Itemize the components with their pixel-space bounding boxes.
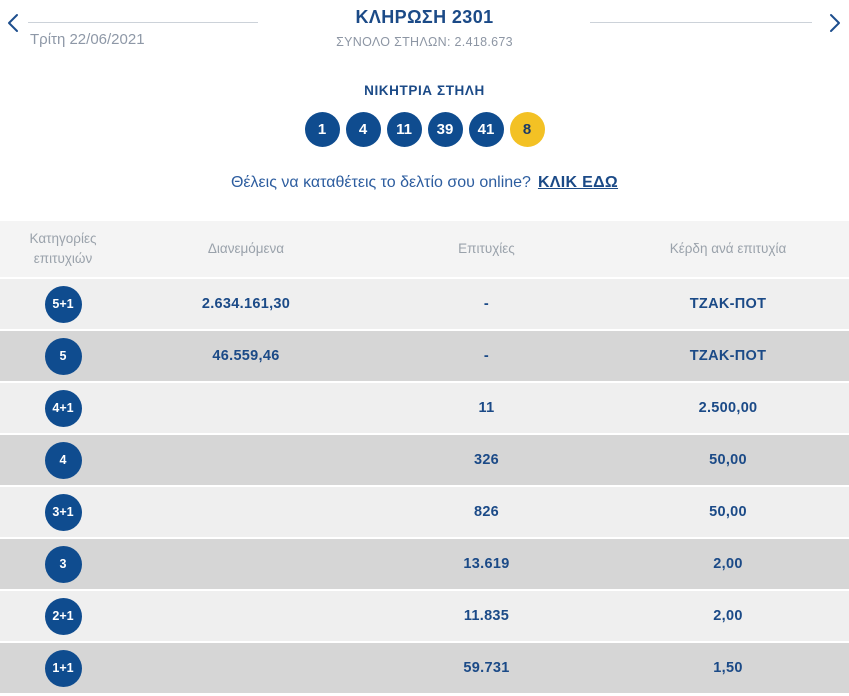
table-row: 4 326 50,00	[0, 435, 849, 485]
winnings-value: 2,00	[713, 608, 743, 624]
category-badge: 5	[44, 337, 82, 375]
hits-value: 59.731	[463, 660, 510, 676]
previous-draw-button[interactable]	[2, 13, 22, 35]
winning-column-title: ΝΙΚΗΤΡΙΑ ΣΤΗΛΗ	[364, 83, 485, 98]
winning-number-ball: 11	[386, 112, 422, 147]
hits-value: -	[483, 296, 490, 312]
total-columns-label: ΣΥΝΟΛΟ ΣΤΗΛΩΝ: 2.418.673	[336, 35, 513, 49]
winnings-value: ΤΖΑΚ-ΠΟΤ	[689, 296, 767, 312]
hits-value: 326	[473, 452, 500, 468]
winning-number-ball: 41	[468, 112, 504, 147]
joker-number-ball: 8	[509, 112, 545, 147]
column-header-hits: Επιτυχίες	[458, 241, 515, 257]
distributed-value: 2.634.161,30	[201, 296, 291, 312]
winnings-value: 2.500,00	[698, 400, 758, 416]
next-draw-button[interactable]	[825, 13, 845, 35]
winnings-value: ΤΖΑΚ-ΠΟΤ	[689, 348, 767, 364]
table-row: 1+1 59.731 1,50	[0, 643, 849, 693]
winning-number-ball: 39	[427, 112, 463, 147]
table-row: 2+1 11.835 2,00	[0, 591, 849, 641]
winnings-value: 2,00	[713, 556, 743, 572]
online-cta: Θέλεις να καταθέτεις το δελτίο σου onlin…	[0, 174, 849, 192]
category-badge: 2+1	[44, 597, 82, 635]
draw-header-center: ΚΛΗΡΩΣΗ 2301 ΣΥΝΟΛΟ ΣΤΗΛΩΝ: 2.418.673	[200, 7, 649, 49]
category-badge: 4	[44, 441, 82, 479]
table-row: 5 46.559,46 - ΤΖΑΚ-ΠΟΤ	[0, 331, 849, 381]
winnings-value: 1,50	[713, 660, 743, 676]
hits-value: 826	[473, 504, 500, 520]
hits-value: 13.619	[463, 556, 510, 572]
column-header-categories: Κατηγορίες επιτυχιών	[29, 231, 97, 266]
category-badge: 1+1	[44, 649, 82, 687]
hits-value: 11	[478, 400, 495, 416]
hits-value: 11.835	[463, 608, 510, 624]
category-badge: 5+1	[44, 285, 82, 323]
click-here-link[interactable]: ΚΛΙΚ ΕΔΩ	[537, 174, 619, 191]
winning-numbers-row: 1 4 11 39 41 8	[0, 112, 849, 147]
table-row: 5+1 2.634.161,30 - ΤΖΑΚ-ΠΟΤ	[0, 279, 849, 329]
distributed-value: 46.559,46	[212, 348, 280, 364]
draw-date: Τρίτη 22/06/2021	[30, 31, 145, 48]
category-badge: 4+1	[44, 389, 82, 427]
winning-number-ball: 1	[304, 112, 340, 147]
online-cta-text: Θέλεις να καταθέτεις το δελτίο σου onlin…	[230, 174, 531, 191]
chevron-right-icon	[829, 13, 842, 36]
column-header-winnings: Κέρδη ανά επιτυχία	[669, 241, 787, 257]
table-row: 4+1 11 2.500,00	[0, 383, 849, 433]
table-row: 3 13.619 2,00	[0, 539, 849, 589]
table-row: 3+1 826 50,00	[0, 487, 849, 537]
column-header-distributed: Διανεμόμενα	[207, 241, 285, 257]
header-divider-left	[28, 22, 258, 23]
category-badge: 3	[44, 545, 82, 583]
category-badge: 3+1	[44, 493, 82, 531]
winnings-value: 50,00	[709, 452, 747, 468]
prize-table: Κατηγορίες επιτυχιών Διανεμόμενα Επιτυχί…	[0, 221, 849, 693]
draw-header: Τρίτη 22/06/2021 ΚΛΗΡΩΣΗ 2301 ΣΥΝΟΛΟ ΣΤΗ…	[0, 0, 849, 62]
hits-value: -	[483, 348, 490, 364]
header-divider-right	[590, 22, 812, 23]
chevron-left-icon	[6, 13, 19, 36]
winnings-value: 50,00	[709, 504, 747, 520]
winning-number-ball: 4	[345, 112, 381, 147]
draw-title: ΚΛΗΡΩΣΗ 2301	[355, 7, 494, 27]
prize-table-header: Κατηγορίες επιτυχιών Διανεμόμενα Επιτυχί…	[0, 221, 849, 277]
